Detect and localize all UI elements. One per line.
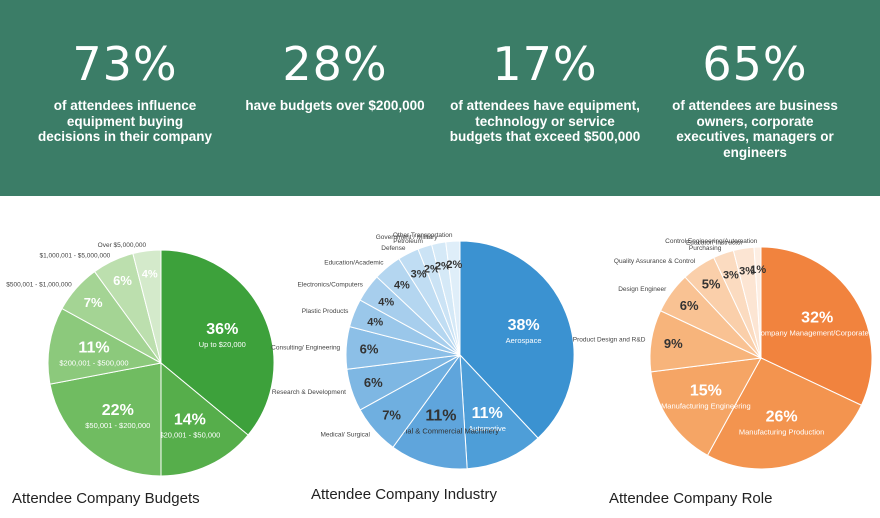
stats-banner: 73% of attendees influence equipment buy… — [0, 0, 880, 196]
stat-4-value: 65% — [702, 37, 808, 91]
chart-1-title: Attendee Company Budgets — [12, 490, 200, 507]
slice-value-plastic-products: 4% — [367, 316, 383, 328]
slice-label-automotive: Automotive — [468, 424, 506, 433]
slice-value-consulting-engineering: 6% — [360, 341, 379, 356]
slice-label-500-001-1-000-000: $500,001 - $1,000,000 — [6, 281, 72, 288]
slice-label-manufacturing-engineering: Manufacturing Engineering — [661, 401, 751, 410]
slice-value-other-transportation: 2% — [446, 259, 462, 271]
slice-label-consulting-engineering: Consulting/ Engineering — [271, 345, 340, 352]
chart-3-title: Attendee Company Role — [609, 490, 773, 507]
stat-4-text: of attendees are business owners, corpor… — [672, 98, 838, 160]
slice-label-owner-company-management-corporate-executive: Owner/Company Management/Corporate Execu… — [731, 328, 880, 337]
slice-value-manufacturing-production: 26% — [766, 408, 798, 425]
slice-value-defense: 3% — [411, 269, 427, 281]
slice-value-20-001-50-000: 14% — [174, 411, 206, 428]
slice-label-medical-surgical: Medical/ Surgical — [321, 431, 371, 438]
slice-label-quality-assurance-control: Quality Assurance & Control — [614, 258, 696, 265]
slice-value-automotive: 11% — [472, 405, 503, 422]
slice-value-medical-surgical: 7% — [382, 407, 401, 422]
chart-2-title: Attendee Company Industry — [311, 486, 497, 503]
slice-label-purchasing: Purchasing — [689, 245, 722, 252]
slice-label-education-academic: Education/Academic — [324, 260, 384, 267]
slice-label-research-development: Research & Development — [272, 389, 346, 396]
pie-chart-2: 38% Aerospace 11% Automotive 11% Industrial &… — [271, 232, 575, 470]
slice-up-to-20-000 — [160, 249, 275, 436]
stat-1: 73% of attendees influence equipment buy… — [20, 38, 230, 145]
slice-label-government-military: Government / Military — [376, 234, 439, 241]
slice-label-1-000-001-5-000-000: $1,000,001 - $5,000,000 — [39, 252, 110, 259]
slice-label-electronics-computers: Electronics/Computers — [298, 282, 364, 289]
slice-value-petroleum: 2% — [424, 263, 440, 275]
pie-chart-1: 36% Up to $20,000 14% $20,001 - $50,000 22% $… — [6, 242, 275, 477]
slice-value-aerospace: 38% — [508, 317, 540, 334]
stat-3-text: of attendees have equipment, technology … — [449, 98, 641, 144]
stat-2: 28% have budgets over $200,000 — [230, 38, 440, 114]
slice-value-50-001-200-000: 22% — [102, 402, 134, 419]
slice-label-200-001-500-000: $200,001 - $500,000 — [59, 358, 128, 367]
slice-automotive — [459, 353, 539, 470]
slice-value-purchasing: 3% — [723, 269, 739, 281]
pie-chart-3: 32% Owner/Company Management/Corporate Ex… — [573, 238, 880, 470]
slice-label-up-to-20-000: Up to $20,000 — [199, 340, 246, 349]
slice-200-001-500-000 — [47, 307, 163, 385]
slice-value-design-engineer: 6% — [680, 298, 699, 313]
slice-manufacturing-engineering — [650, 357, 762, 456]
stat-3: 17% of attendees have equipment, technol… — [440, 38, 650, 145]
slice-label-industrial-commercial-machinery: Industrial & Commercial Machinery — [383, 427, 500, 436]
slice-label-control-engineering-automation: Control Engineering/Automation — [665, 238, 758, 245]
slice-value-research-development: 6% — [364, 375, 383, 390]
slice-value-over-5-000-000: 4% — [142, 268, 158, 280]
slice-label-educator-instructor: Educator/ Instructor — [686, 239, 744, 246]
slice-label-50-001-200-000: $50,001 - $200,000 — [85, 421, 150, 430]
slice-label-manufacturing-production: Manufacturing Production — [739, 427, 824, 436]
slice-owner-company-management-corporate-executive — [760, 246, 873, 406]
slice-label-defense: Defense — [381, 245, 406, 252]
slice-value-government-military: 2% — [435, 260, 451, 272]
slice-50-001-200-000 — [49, 362, 162, 477]
slice-aerospace — [459, 240, 575, 439]
slice-industrial-commercial-machinery — [392, 353, 468, 470]
stat-2-text: have budgets over $200,000 — [245, 98, 425, 113]
slice-value-product-design-and-r-d: 9% — [664, 336, 683, 351]
slice-value-1-000-001-5-000-000: 6% — [113, 273, 132, 288]
stat-4: 65% of attendees are business owners, co… — [650, 38, 860, 160]
slice-label-over-5-000-000: Over $5,000,000 — [98, 242, 147, 249]
slice-label-other-transportation: Other Transportation — [393, 232, 453, 239]
slice-value-200-001-500-000: 11% — [78, 339, 109, 356]
slice-label-design-engineer: Design Engineer — [618, 286, 667, 293]
stat-1-value: 73% — [72, 37, 178, 91]
slice-value-500-001-1-000-000: 7% — [84, 295, 103, 310]
pie-charts: 36% Up to $20,000 14% $20,001 - $50,000 22% $… — [6, 232, 880, 477]
stat-1-text: of attendees influence equipment buying … — [37, 98, 213, 144]
slice-value-owner-company-management-corporate-executive: 32% — [801, 309, 833, 326]
slice-label-aerospace: Aerospace — [506, 336, 542, 345]
slice-label-product-design-and-r-d: Product Design and R&D — [573, 337, 646, 344]
slice-value-educator-instructor: 3% — [739, 265, 755, 277]
slice-label-petroleum: Petroleum — [393, 238, 423, 245]
slice-value-electronics-computers: 4% — [378, 296, 394, 308]
slice-value-up-to-20-000: 36% — [206, 321, 238, 338]
slice-value-industrial-commercial-machinery: 11% — [425, 408, 456, 425]
slice-20-001-50-000 — [160, 361, 249, 477]
stat-3-value: 17% — [492, 37, 598, 91]
slice-value-control-engineering-automation: 1% — [750, 264, 766, 276]
slice-value-manufacturing-engineering: 15% — [690, 382, 722, 399]
slice-other-transportation — [445, 240, 461, 356]
slice-label-plastic-products: Plastic Products — [302, 308, 349, 315]
slice-control-engineering-automation — [753, 246, 762, 359]
slice-label-20-001-50-000: $20,001 - $50,000 — [159, 430, 220, 439]
slice-value-education-academic: 4% — [394, 280, 410, 292]
slice-over-5-000-000 — [132, 249, 162, 364]
slice-value-quality-assurance-control: 5% — [702, 277, 721, 292]
stat-2-value: 28% — [282, 37, 388, 91]
